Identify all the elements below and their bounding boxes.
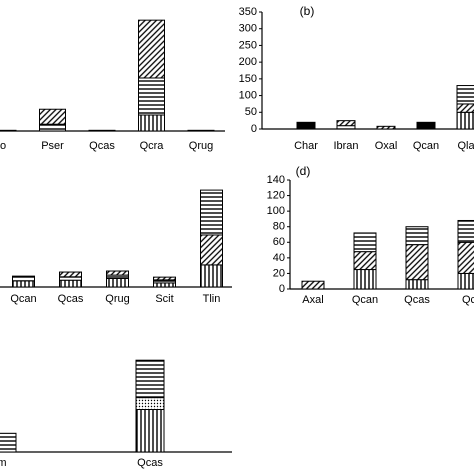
x-tick-label: Char — [294, 140, 318, 152]
x-tick-label: Qcan — [10, 293, 36, 305]
x-tick-label: Qcan — [352, 294, 378, 306]
bar-segment — [59, 271, 82, 278]
x-tick-label: Qrug — [189, 140, 213, 152]
x-tick-label: Tlin — [203, 293, 221, 305]
y-tick-label: 100 — [239, 89, 257, 101]
bar-segment — [106, 274, 129, 280]
x-tick-label: Qcra — [140, 140, 165, 152]
bar-segment — [39, 108, 66, 125]
x-tick-label: Qla — [457, 140, 474, 152]
x-tick-label: Qcas — [58, 293, 84, 305]
bar-segment — [457, 272, 474, 290]
bar-segment — [457, 219, 474, 243]
y-tick-label: 300 — [239, 23, 257, 35]
bar-segment — [405, 244, 429, 281]
y-tick-label: 120 — [267, 189, 285, 201]
bar-segment — [153, 276, 176, 281]
x-tick-label: Qcas — [89, 140, 115, 152]
bar-segment — [135, 409, 165, 453]
bar-segment — [138, 114, 165, 132]
bar-segment — [187, 129, 215, 132]
bar-segment — [0, 432, 17, 453]
bar-segment — [456, 111, 474, 130]
bar-segment — [405, 279, 429, 290]
y-tick-label: 250 — [239, 39, 257, 51]
x-tick-label: Qc — [462, 294, 474, 306]
bar-segment — [301, 280, 325, 290]
bar-segment — [12, 275, 35, 282]
y-tick-label: 350 — [239, 6, 257, 18]
bar-segment — [416, 121, 436, 130]
bar-segment — [200, 189, 223, 236]
bar-segment — [405, 226, 429, 246]
y-tick-label: 200 — [239, 56, 257, 68]
y-tick-label: 50 — [245, 106, 257, 118]
bar-segment — [0, 129, 17, 132]
x-tick-label: o — [0, 140, 6, 152]
bar-segment — [336, 125, 356, 130]
bar-segment — [88, 129, 116, 132]
bar-segment — [153, 282, 176, 288]
bar-segment — [456, 103, 474, 113]
x-tick-label: Oxal — [375, 140, 398, 152]
x-tick-label: Axal — [302, 294, 323, 306]
y-tick-label: 40 — [273, 252, 285, 264]
bar-segment — [353, 251, 377, 271]
bar-segment — [200, 234, 223, 266]
x-tick-label: Qcas — [137, 457, 163, 469]
bar-segment — [138, 19, 165, 79]
bar-segment — [135, 359, 165, 399]
bar-segment — [39, 123, 66, 132]
y-tick-label: 0 — [279, 283, 285, 295]
y-tick-label: 150 — [239, 73, 257, 85]
bar-segment — [138, 77, 165, 116]
y-tick-label: 0 — [251, 123, 257, 135]
bar-segment — [353, 232, 377, 253]
x-tick-label: Scit — [155, 293, 173, 305]
y-tick-label: 100 — [267, 205, 285, 217]
bar-segment — [456, 85, 474, 105]
bar-segment — [106, 278, 129, 288]
bar-segment — [200, 264, 223, 288]
bar-segment — [336, 120, 356, 127]
bar-segment — [135, 397, 165, 411]
x-tick-label: Qcas — [404, 294, 430, 306]
bar-segment — [12, 280, 35, 288]
x-tick-label: Pser — [41, 140, 64, 152]
panel-title: (b) — [300, 4, 315, 18]
bar-segment — [296, 121, 316, 130]
panel-title: (d) — [296, 164, 311, 178]
y-tick-label: 20 — [273, 267, 285, 279]
bar-segment — [59, 276, 82, 281]
bar-segment — [376, 125, 396, 130]
x-tick-label: m — [0, 457, 7, 469]
y-tick-label: 80 — [273, 221, 285, 233]
x-tick-label: Ibran — [333, 140, 358, 152]
y-tick-label: 140 — [267, 174, 285, 186]
bar-segment — [106, 270, 129, 276]
x-tick-label: Qrug — [105, 293, 129, 305]
bar-segment — [353, 269, 377, 290]
bar-segment — [59, 279, 82, 288]
y-tick-label: 60 — [273, 236, 285, 248]
bar-segment — [457, 241, 474, 274]
x-tick-label: Qcan — [413, 140, 439, 152]
